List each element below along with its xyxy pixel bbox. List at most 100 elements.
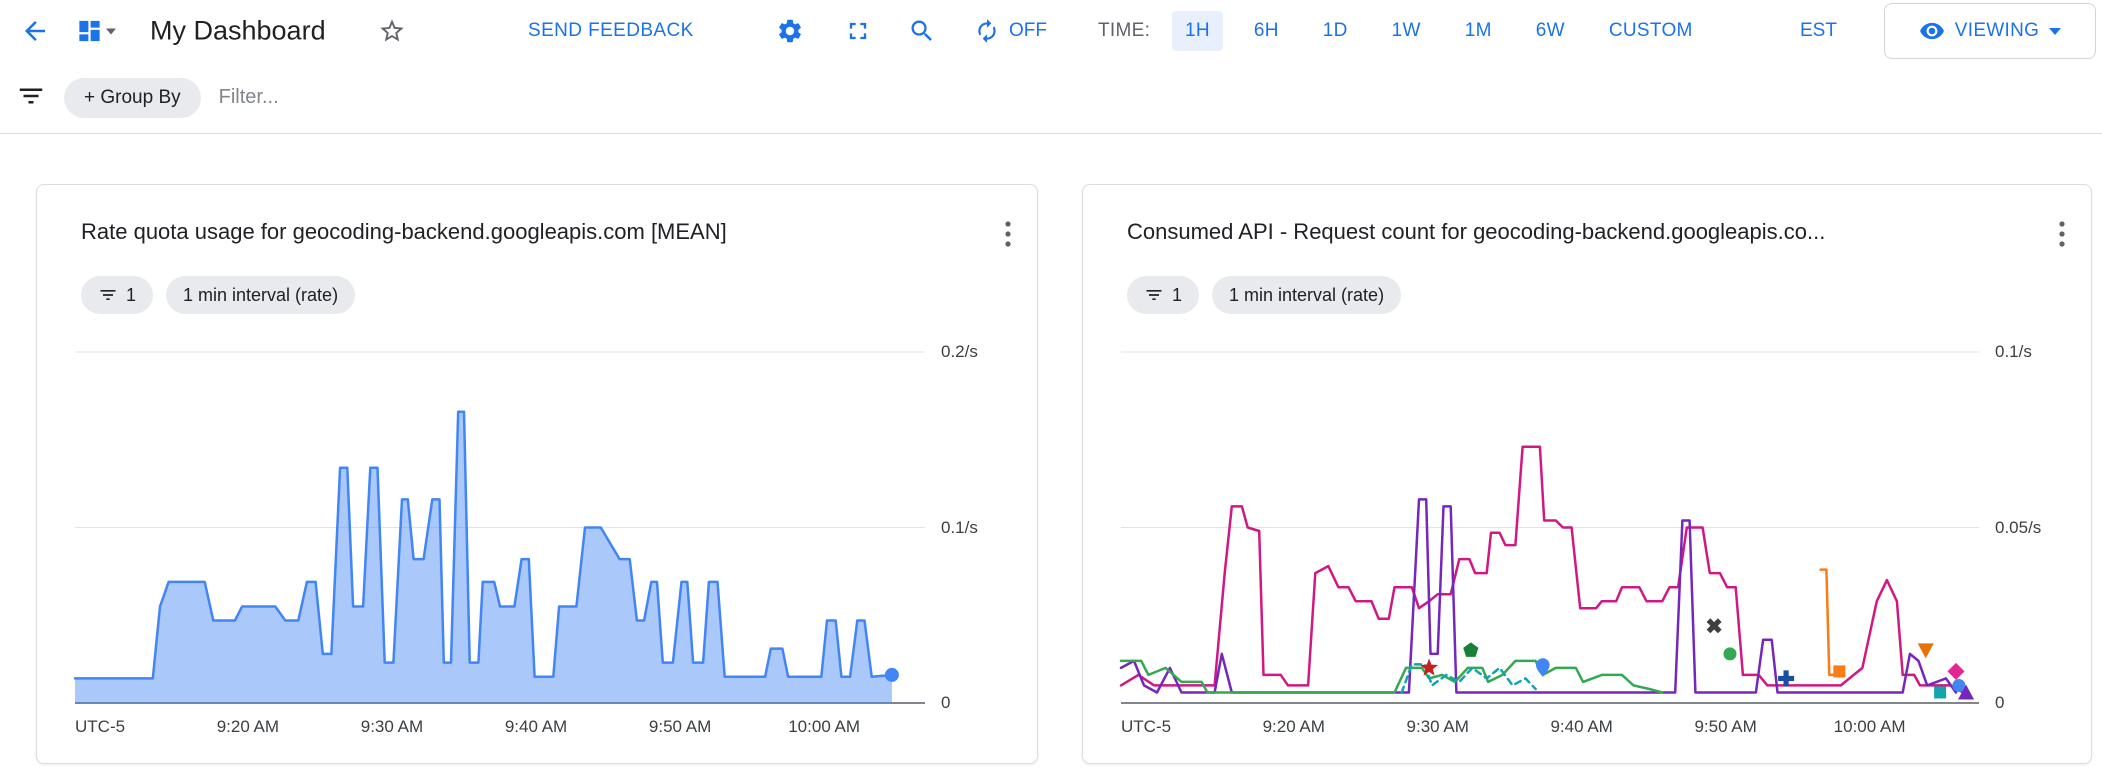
viewing-dropdown[interactable]: VIEWING	[1884, 3, 2096, 59]
plot-area[interactable]	[73, 351, 925, 704]
x-tick-label: 9:40 AM	[504, 717, 568, 736]
series-marker-pentagon	[1463, 642, 1479, 657]
x-tick-label: 9:30 AM	[360, 717, 424, 736]
chart-card-rate-quota: Rate quota usage for geocoding-backend.g…	[36, 184, 1038, 764]
auto-refresh-button[interactable]: OFF	[974, 18, 1047, 44]
favorite-star-button[interactable]	[378, 17, 406, 45]
series-end-dot	[884, 667, 899, 682]
x-axis-labels: UTC-5 9:20 AM 9:30 AM 9:40 AM 9:50 AM 10:00 A…	[1121, 717, 1979, 747]
time-range-group: 1H 6H 1D 1W 1M 6W CUSTOM	[1172, 11, 1706, 51]
series-marker-triangle-down	[1917, 643, 1934, 659]
x-axis-labels: UTC-5 9:20 AM 9:30 AM 9:40 AM 9:50 AM 10:00 A…	[75, 717, 925, 747]
x-tick-label: 9:40 AM	[1550, 717, 1613, 736]
star-icon	[380, 19, 404, 42]
filter-input[interactable]	[218, 86, 639, 109]
series-marker-plus	[1778, 670, 1795, 687]
chart-filter-chip[interactable]: 1	[81, 276, 154, 314]
back-button[interactable]	[20, 16, 50, 46]
eye-icon	[1919, 22, 1944, 40]
series-marker-circle	[1952, 678, 1966, 692]
y-tick-label: 0.1/s	[941, 517, 978, 537]
filter-toolbar: + Group By	[0, 62, 2102, 134]
filter-list-icon	[100, 290, 116, 300]
send-feedback-button[interactable]: SEND FEEDBACK	[528, 20, 694, 41]
timezone-button[interactable]: EST	[1800, 20, 1837, 41]
dashboard-grid-icon	[79, 20, 100, 42]
refresh-icon	[978, 19, 996, 43]
fullscreen-icon	[849, 22, 867, 40]
chart-canvas	[73, 351, 925, 704]
chevron-down-icon	[2049, 27, 2062, 35]
x-axis-timezone-label: UTC-5	[75, 717, 126, 736]
y-tick-label: 0	[1995, 693, 2005, 712]
y-tick-label: 0.1/s	[1995, 342, 2032, 361]
chart-filter-chip[interactable]: 1	[1127, 276, 1200, 314]
y-tick-label: 0.2/s	[941, 342, 978, 361]
chart-area: 0 0.1/s 0.2/s UTC-5 9:20 AM 9:30 AM 9:40 AM 9:…	[37, 342, 1037, 747]
chart-filter-count: 1	[1172, 284, 1183, 305]
page-title: My Dashboard	[150, 15, 326, 46]
time-range-button-2[interactable]: 1D	[1310, 11, 1361, 51]
chart-title: Consumed API - Request count for geocodi…	[1127, 219, 1826, 244]
area-fill	[75, 411, 892, 703]
time-range-button-4[interactable]: 1M	[1452, 11, 1505, 51]
chevron-down-icon	[106, 28, 116, 34]
x-axis-timezone-label: UTC-5	[1121, 717, 1172, 736]
series-marker-triangle-up	[1958, 684, 1975, 700]
settings-button[interactable]	[776, 17, 804, 45]
back-arrow-icon	[25, 21, 45, 41]
zoom-button[interactable]	[908, 17, 936, 45]
series-purple-line	[1119, 498, 1958, 694]
y-axis-labels: 0 0.1/s 0.2/s	[925, 342, 1037, 712]
chart-card-consumed-api: Consumed API - Request count for geocodi…	[1082, 184, 2092, 764]
plot-area[interactable]	[1119, 351, 1979, 704]
dashboard-content: Rate quota usage for geocoding-backend.g…	[0, 134, 2102, 780]
y-axis-labels: 0 0.05/s 0.1/s	[1979, 342, 2091, 712]
time-range-button-3[interactable]: 1W	[1379, 11, 1434, 51]
dashboard-selector-button[interactable]	[76, 18, 116, 45]
y-tick-label: 0	[941, 693, 951, 712]
chart-title: Rate quota usage for geocoding-backend.g…	[81, 219, 727, 244]
rate-quota-usage-mean-line	[73, 410, 894, 680]
series-teal-dashed-line	[1400, 663, 1537, 694]
chart-filter-count: 1	[126, 284, 137, 305]
kebab-menu-icon	[1005, 221, 1011, 247]
series-marker-star	[1420, 658, 1439, 676]
series-marker-diamond	[1947, 662, 1965, 680]
app-header: My Dashboard SEND FEEDBACK OFF TIME: 1H …	[0, 0, 2102, 62]
series-marker-square	[1934, 686, 1947, 699]
y-tick-label: 0.05/s	[1995, 517, 2042, 537]
chart-interval-chip[interactable]: 1 min interval (rate)	[1212, 276, 1402, 314]
series-marker-pin	[1536, 658, 1550, 677]
series-orange-line	[1819, 568, 1841, 677]
time-label: TIME:	[1098, 20, 1151, 41]
filter-list-icon	[19, 88, 43, 104]
group-by-chip[interactable]: + Group By	[64, 77, 201, 118]
series-pink-line	[1119, 445, 1965, 694]
kebab-menu-icon	[2059, 221, 2065, 247]
x-tick-label: 9:20 AM	[216, 717, 280, 736]
viewing-label: VIEWING	[1954, 20, 2040, 41]
series-marker-x	[1706, 618, 1722, 634]
x-tick-label: 10:00 AM	[788, 717, 861, 736]
gear-icon	[779, 19, 801, 43]
time-range-button-1[interactable]: 6H	[1241, 11, 1292, 51]
chart-area: 0 0.05/s 0.1/s UTC-5 9:20 AM 9:30 AM 9:40 AM 9…	[1083, 342, 2091, 747]
x-tick-label: 9:50 AM	[648, 717, 712, 736]
zoom-magnifier-icon	[911, 20, 932, 41]
chart-menu-button[interactable]	[1003, 219, 1013, 252]
series-marker-circle	[1723, 647, 1737, 661]
filter-list-button[interactable]	[16, 81, 46, 114]
x-tick-label: 9:20 AM	[1262, 717, 1325, 736]
chart-canvas	[1119, 351, 1979, 704]
fullscreen-button[interactable]	[844, 17, 872, 45]
filter-list-icon	[1146, 290, 1162, 300]
x-tick-label: 10:00 AM	[1833, 717, 1906, 736]
time-range-button-0[interactable]: 1H	[1172, 11, 1223, 51]
x-tick-label: 9:50 AM	[1694, 717, 1757, 736]
time-range-button-5[interactable]: 6W	[1523, 11, 1578, 51]
chart-menu-button[interactable]	[2057, 219, 2067, 252]
x-tick-label: 9:30 AM	[1406, 717, 1469, 736]
chart-interval-chip[interactable]: 1 min interval (rate)	[166, 276, 356, 314]
time-range-button-6[interactable]: CUSTOM	[1596, 11, 1706, 51]
